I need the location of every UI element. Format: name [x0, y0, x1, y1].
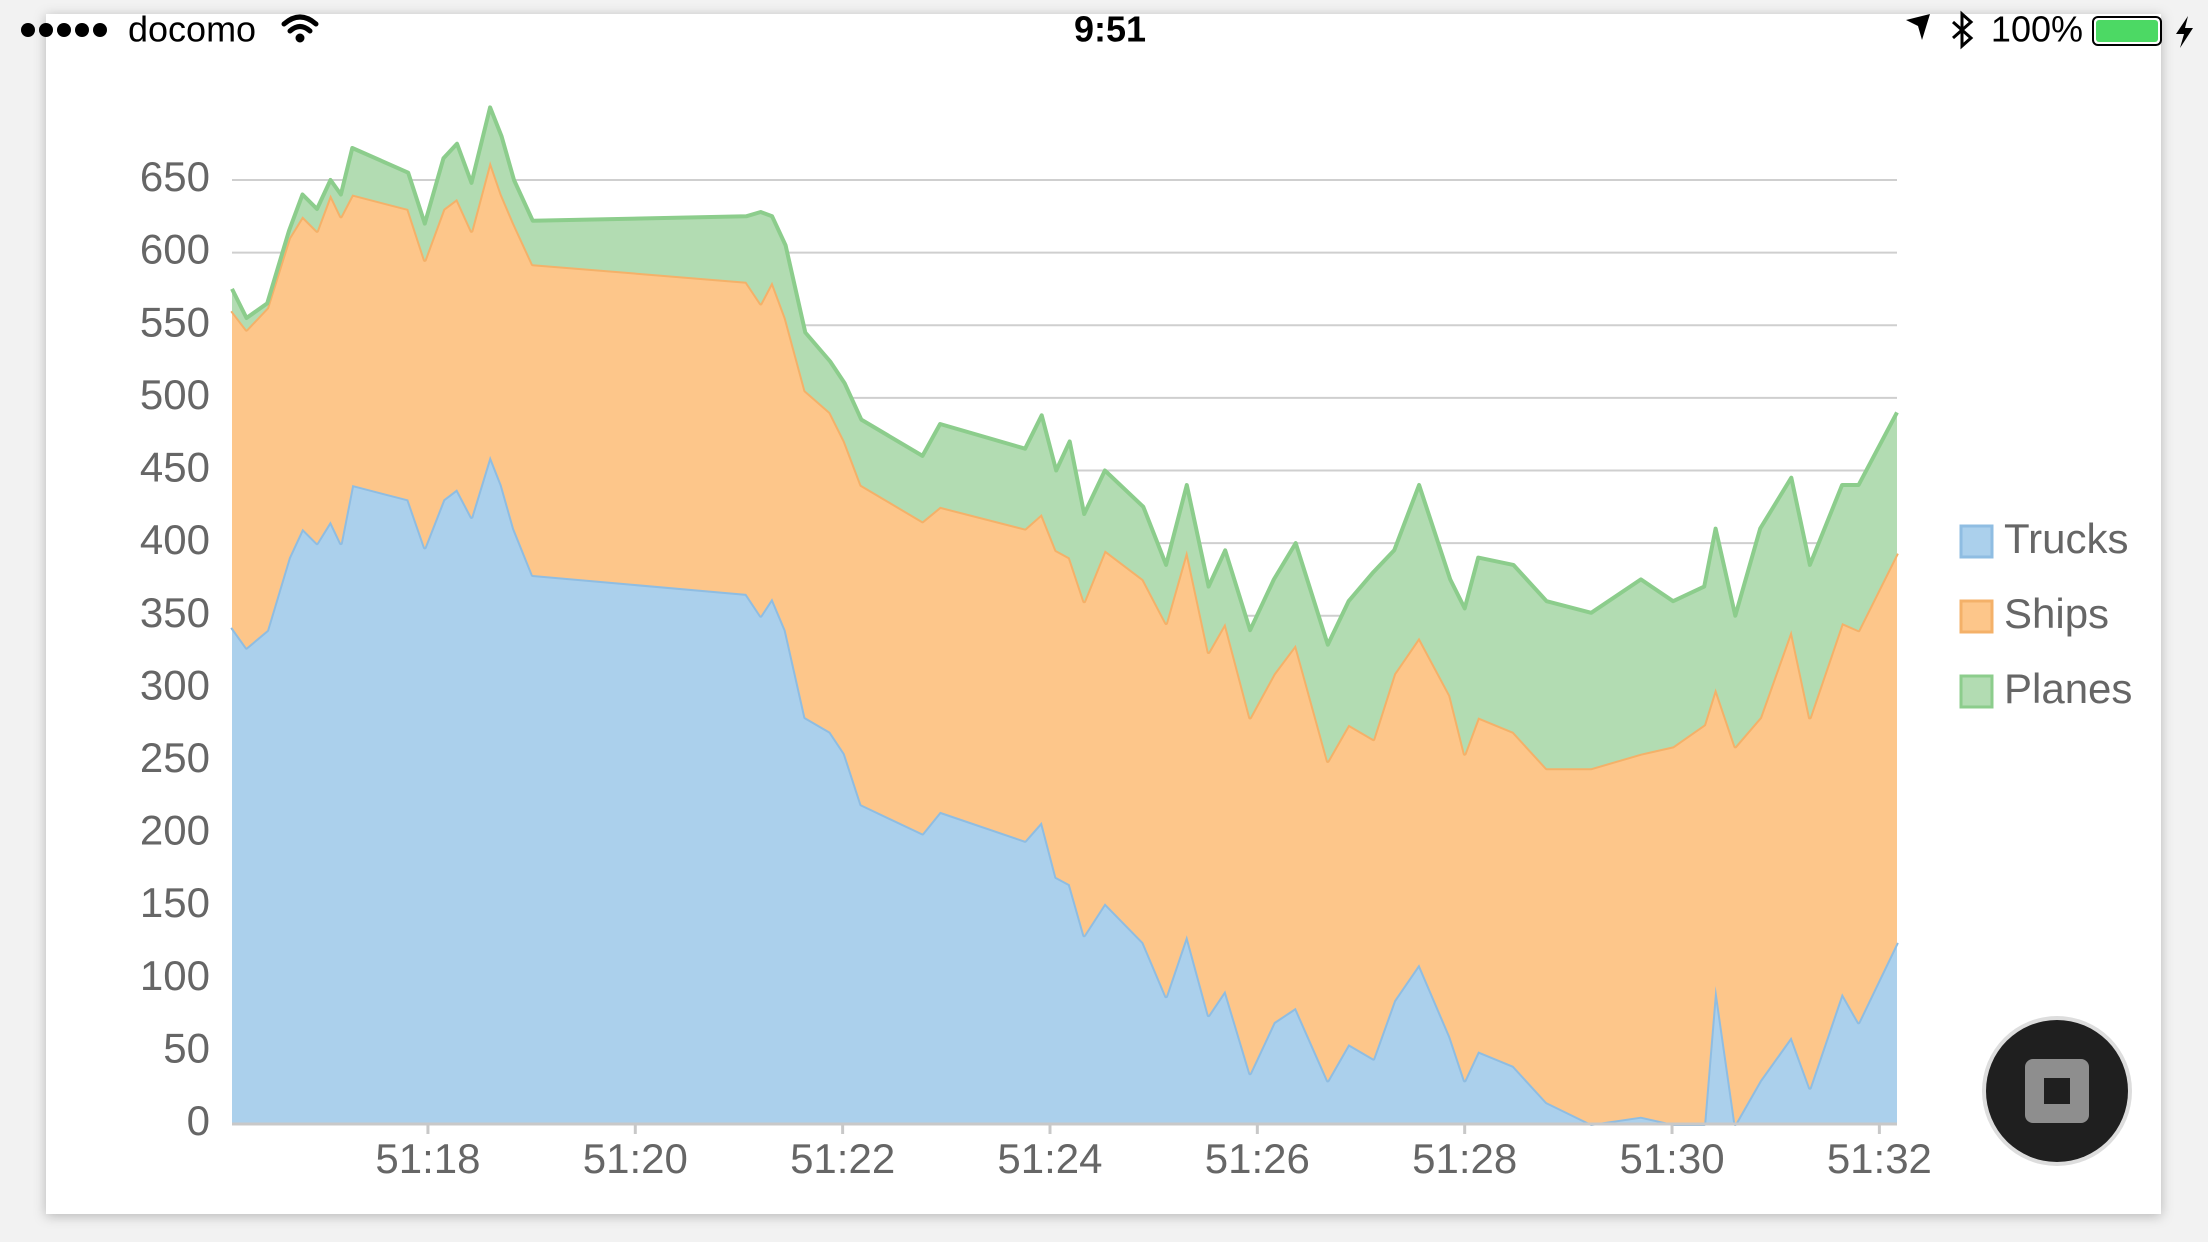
legend-swatch	[1959, 524, 1994, 559]
battery-level: 100%	[1991, 9, 2083, 50]
bluetooth-icon	[1952, 10, 1974, 50]
carrier: docomo	[128, 9, 256, 50]
y-tick-label: 600	[140, 226, 210, 273]
charging-icon	[2176, 16, 2193, 48]
x-tick-label: 51:24	[997, 1135, 1102, 1182]
y-tick-label: 200	[140, 807, 210, 854]
x-tick-label: 51:26	[1205, 1135, 1310, 1182]
x-tick-label: 51:22	[790, 1135, 895, 1182]
x-tick-label: 51:30	[1619, 1135, 1724, 1182]
legend-label: Planes	[2004, 665, 2132, 712]
y-tick-label: 0	[187, 1097, 210, 1144]
y-tick-label: 150	[140, 879, 210, 926]
y-tick-label: 550	[140, 298, 210, 345]
y-tick-label: 350	[140, 589, 210, 636]
battery	[2092, 16, 2162, 46]
y-tick-label: 300	[140, 661, 210, 708]
button-icon-inner[interactable]	[2044, 1078, 2070, 1104]
y-tick-label: 50	[163, 1024, 210, 1071]
y-tick-label: 450	[140, 444, 210, 491]
record-button[interactable]	[1982, 1016, 2132, 1166]
x-tick-label: 51:28	[1412, 1135, 1517, 1182]
area-line	[230, 105, 1899, 647]
status-bar: docomo 9:51 100%	[21, 9, 2193, 50]
legend-swatch	[1959, 674, 1994, 709]
battery-fill	[2096, 20, 2158, 42]
legend-label: Ships	[2004, 590, 2109, 637]
area	[232, 107, 1897, 769]
y-tick-label: 100	[140, 952, 210, 999]
y-tick-label: 650	[140, 153, 210, 200]
x-tick-label: 51:32	[1827, 1135, 1932, 1182]
y-tick-label: 500	[140, 371, 210, 418]
area	[232, 161, 1897, 1125]
location-icon	[1906, 14, 1930, 40]
wifi	[281, 14, 319, 43]
plot: 0 50 100 150 200 250 300 350 400 450 500 550 600 650 5…	[140, 105, 2132, 1182]
x-tick-label: 51:18	[375, 1135, 480, 1182]
x-tick-label: 51:20	[583, 1135, 688, 1182]
y-tick-label: 400	[140, 516, 210, 563]
y-tick-label: 250	[140, 734, 210, 781]
signal	[21, 23, 107, 37]
legend-swatch	[1959, 599, 1994, 634]
clock: 9:51	[1074, 9, 1146, 50]
area	[232, 455, 1897, 1124]
legend-label: Trucks	[2004, 515, 2128, 562]
